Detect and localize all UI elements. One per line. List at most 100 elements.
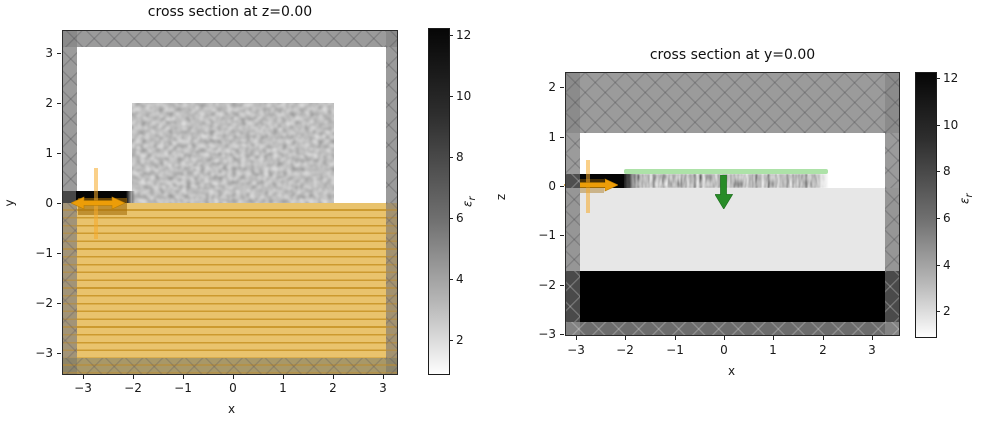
colorbar-tick-label: 2 (456, 333, 464, 347)
y-tick-label: −3 (35, 346, 53, 360)
z-tick-label: −1 (538, 228, 556, 242)
pml-corner (62, 30, 77, 47)
pml-right-band-over-substrate (885, 188, 900, 271)
z-tick-label: −2 (538, 278, 556, 292)
colorbar-tick (936, 78, 940, 79)
colorbar-tick-label: 12 (943, 71, 959, 85)
y-tick (57, 203, 61, 204)
pml-right-band (885, 133, 900, 188)
z-tick (560, 334, 564, 335)
waveguide-strip-fade (126, 191, 135, 203)
colorbar-tick (936, 218, 940, 219)
colorbar-tick-label: 4 (456, 272, 464, 286)
x-tick (576, 336, 577, 340)
x-tick (383, 375, 384, 379)
substrate-overlay (62, 203, 398, 375)
pml-top-band (565, 72, 900, 133)
pml-left-band-over-substrate (565, 188, 580, 271)
pml-left-band (62, 47, 77, 191)
colorbar-tick-label: 12 (456, 28, 472, 42)
x-tick-label: 0 (720, 343, 728, 357)
x-tick (625, 336, 626, 340)
x-tick-label: 2 (819, 343, 827, 357)
pml-corner (62, 358, 77, 375)
high-eps-layer (565, 271, 900, 322)
right-colorbar-label: εr (958, 193, 975, 204)
z-tick (560, 87, 564, 88)
colorbar-tick (449, 157, 453, 158)
left-plot-title: cross section at z=0.00 (147, 4, 313, 20)
x-tick-label: −3 (567, 343, 585, 357)
colorbar-tick (936, 125, 940, 126)
colorbar-tick (936, 311, 940, 312)
y-tick (57, 253, 61, 254)
right-plot-title: cross section at y=0.00 (649, 47, 816, 63)
colorbar-tick-label: 6 (456, 211, 464, 225)
x-tick (675, 336, 676, 340)
x-tick-label: −2 (124, 381, 142, 395)
x-tick-label: 2 (329, 381, 337, 395)
strip-right-fade (815, 174, 831, 188)
colorbar-tick (936, 265, 940, 266)
y-tick (57, 353, 61, 354)
epsilon-symbol: ε (460, 200, 475, 208)
x-tick-label: −3 (74, 381, 92, 395)
colorbar-tick-label: 10 (943, 118, 959, 132)
colorbar-tick (449, 96, 453, 97)
y-tick-label: 2 (45, 96, 53, 110)
x-tick-label: 3 (868, 343, 876, 357)
colorbar-tick-label: 4 (943, 258, 951, 272)
colorbar-tick-label: 2 (943, 304, 951, 318)
right-xaxis-label: x (728, 364, 736, 378)
x-tick-label: −1 (174, 381, 192, 395)
pml-corner (386, 358, 398, 375)
colorbar-tick (449, 218, 453, 219)
y-tick (57, 53, 61, 54)
colorbar-tick (449, 35, 453, 36)
colorbar-tick-label: 8 (943, 164, 951, 178)
pml-corner (565, 322, 580, 336)
z-tick (560, 285, 564, 286)
x-tick (133, 375, 134, 379)
pml-left-band (565, 133, 580, 174)
x-tick (333, 375, 334, 379)
pml-corner (386, 30, 398, 47)
left-plot-area (62, 30, 398, 375)
source-direction-arrow-icon (71, 196, 125, 210)
pml-right-band (386, 47, 398, 203)
pml-left-band-over-black (565, 271, 580, 322)
k-arrow-icon (715, 175, 733, 209)
x-tick (183, 375, 184, 379)
colorbar-tick (449, 279, 453, 280)
z-tick-label: 2 (548, 80, 556, 94)
colorbar-tick (936, 171, 940, 172)
y-tick-label: 1 (45, 146, 53, 160)
pml-corner (565, 72, 580, 133)
z-tick-label: 1 (548, 130, 556, 144)
right-plot-area (564, 72, 900, 336)
x-tick (773, 336, 774, 340)
y-tick (57, 303, 61, 304)
x-tick (872, 336, 873, 340)
epsilon-subscript: r (964, 193, 976, 198)
epsilon-symbol: ε (957, 197, 972, 205)
y-tick (57, 103, 61, 104)
x-tick (83, 375, 84, 379)
x-tick-label: 0 (229, 381, 237, 395)
y-tick-label: 3 (45, 46, 53, 60)
colorbar-tick-label: 10 (456, 89, 472, 103)
waveguide-strip-under-pml (62, 191, 76, 203)
x-tick (233, 375, 234, 379)
x-tick-label: 1 (279, 381, 287, 395)
pml-right-band-over-substrate (386, 203, 398, 358)
flux-monitor-line (624, 169, 828, 174)
x-tick-label: −1 (666, 343, 684, 357)
pml-right-band-over-black (885, 271, 900, 322)
x-tick (823, 336, 824, 340)
z-tick (560, 235, 564, 236)
left-colorbar (428, 28, 450, 375)
right-yaxis-label: z (494, 193, 509, 201)
y-tick-label: 0 (45, 196, 53, 210)
z-tick-label: −3 (538, 327, 556, 341)
